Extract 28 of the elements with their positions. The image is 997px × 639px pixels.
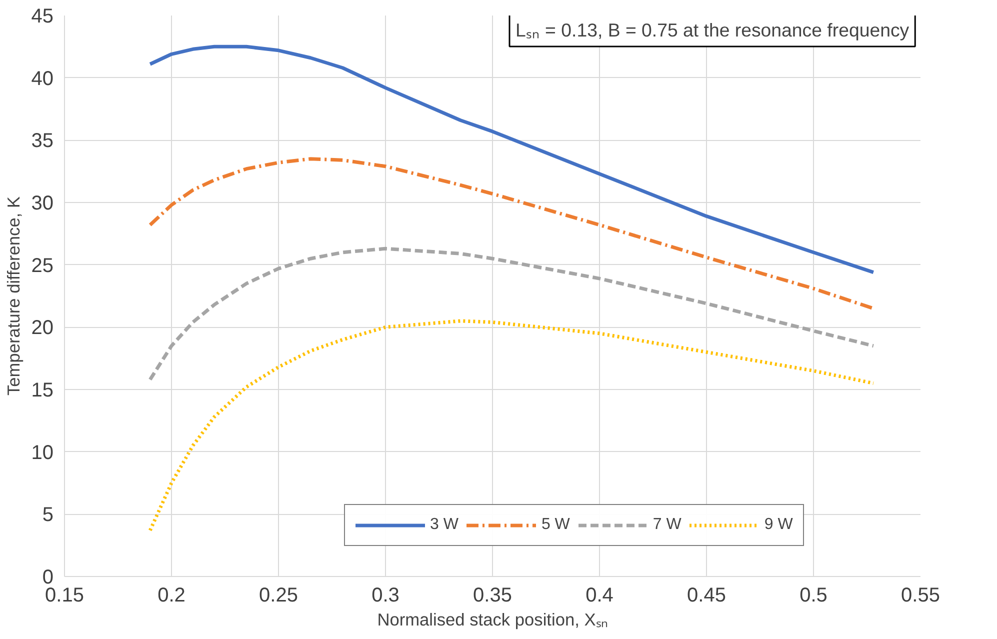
legend-label: 5 W	[541, 516, 570, 534]
y-tick-label: 25	[31, 254, 54, 277]
x-tick-label: 0.4	[586, 584, 614, 606]
line-series	[148, 319, 876, 532]
x-axis-title: Normalised stack position, Xₛₙ	[377, 610, 608, 630]
y-tick-label: 10	[31, 442, 54, 464]
y-tick-label: 30	[31, 192, 54, 214]
legend-label: 7 W	[652, 516, 682, 534]
annotation: Lₛₙ = 0.13, B = 0.75 at the resonance frequency	[516, 20, 910, 40]
x-tick-label: 0.35	[473, 584, 512, 606]
x-tick-label: 0.55	[901, 584, 940, 606]
legend-label: 9 W	[764, 516, 793, 534]
line-series	[148, 44, 876, 274]
y-axis-title: Temperature difference, K	[3, 196, 24, 396]
legend-label: 3 W	[430, 516, 458, 534]
x-tick-label: 0.2	[158, 584, 186, 606]
x-tick-label: 0.25	[259, 584, 298, 606]
x-tick-label: 0.3	[372, 584, 400, 606]
line-series	[148, 246, 876, 382]
x-tick-label: 0.45	[687, 584, 726, 606]
y-tick-label: 20	[31, 317, 54, 340]
line-series	[148, 157, 876, 310]
x-tick-label: 0.5	[800, 584, 828, 606]
y-tick-label: 35	[31, 130, 54, 152]
y-tick-label: 15	[31, 380, 54, 402]
y-tick-label: 40	[31, 68, 54, 90]
y-tick-label: 5	[42, 504, 54, 526]
y-tick-label: 45	[31, 6, 54, 28]
